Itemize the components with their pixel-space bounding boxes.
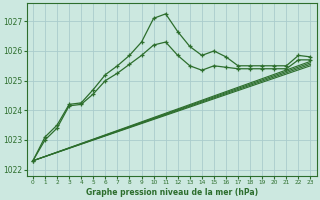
X-axis label: Graphe pression niveau de la mer (hPa): Graphe pression niveau de la mer (hPa) [86, 188, 258, 197]
